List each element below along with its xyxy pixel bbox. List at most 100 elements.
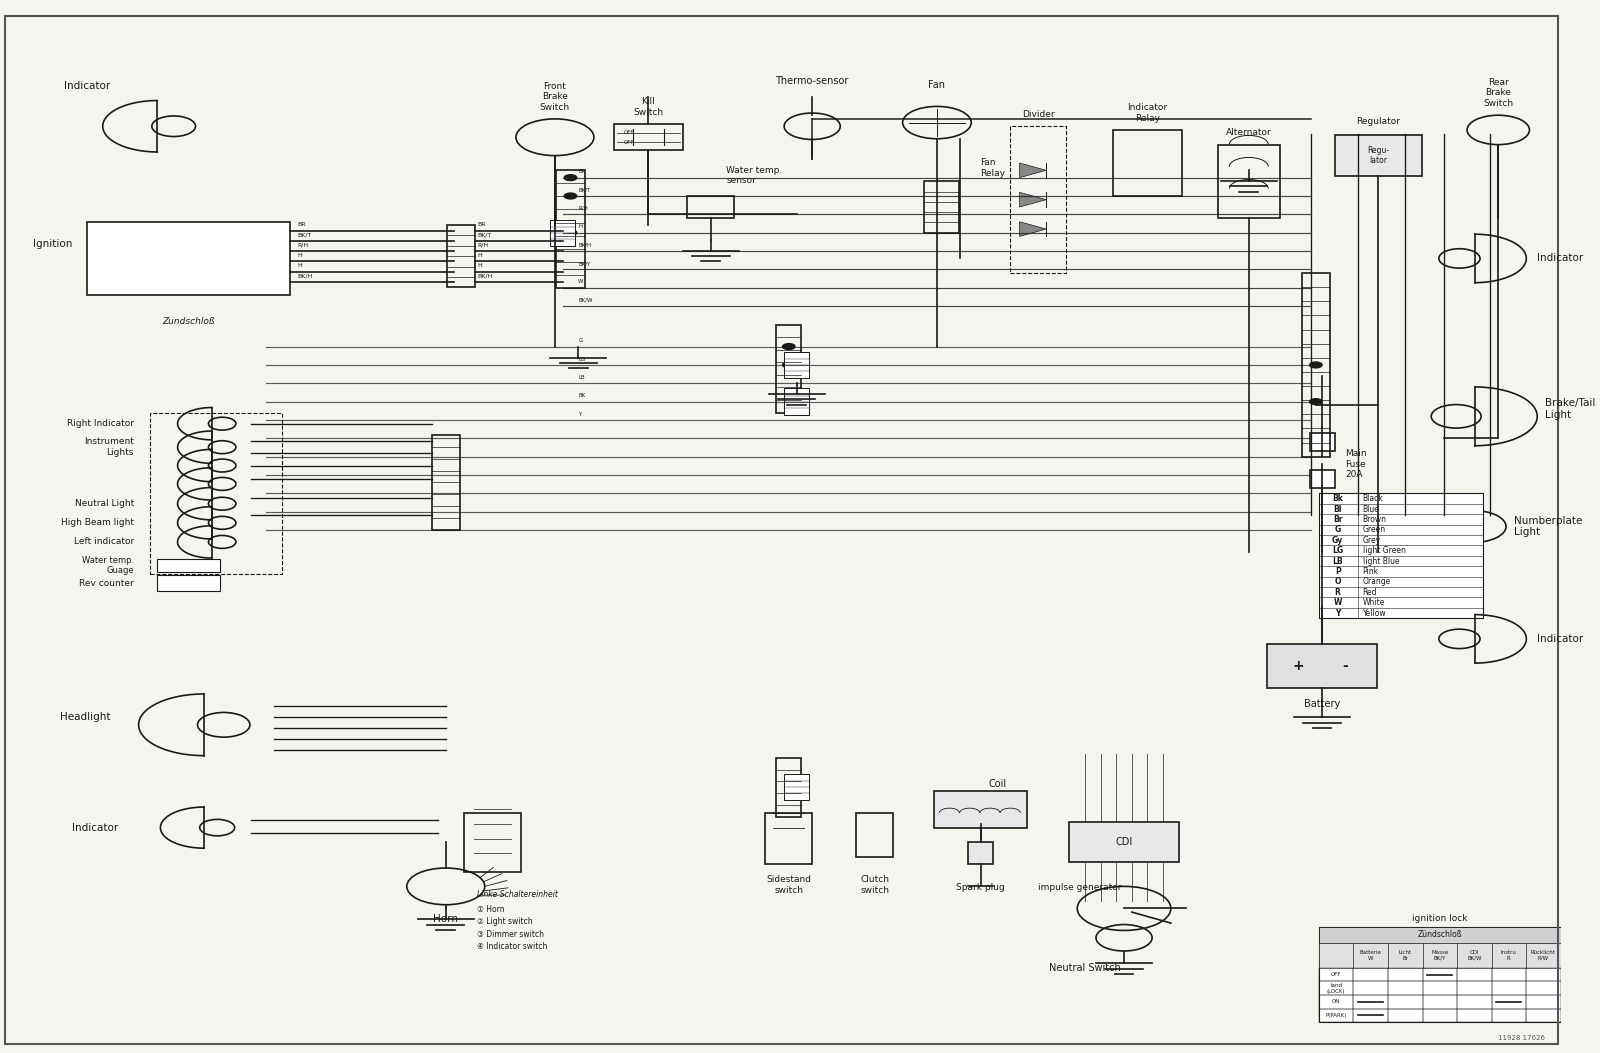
Text: High Beam light: High Beam light bbox=[61, 518, 134, 528]
Text: P(PARK): P(PARK) bbox=[1325, 1013, 1347, 1018]
Bar bbox=[550, 219, 574, 246]
Bar bbox=[1354, 968, 1389, 981]
Text: H: H bbox=[477, 253, 482, 258]
Text: Divider: Divider bbox=[1022, 110, 1054, 119]
Text: Horn: Horn bbox=[434, 914, 458, 925]
Bar bbox=[1458, 1009, 1491, 1022]
Bar bbox=[1267, 644, 1376, 688]
Bar bbox=[464, 813, 520, 872]
Text: LG: LG bbox=[1333, 547, 1344, 555]
Text: Masse
BK/Y: Masse BK/Y bbox=[1430, 950, 1448, 960]
Polygon shape bbox=[1019, 193, 1046, 207]
Bar bbox=[1526, 981, 1560, 995]
Bar bbox=[1309, 433, 1334, 451]
Text: CDI: CDI bbox=[1115, 837, 1133, 848]
Bar bbox=[1458, 981, 1491, 995]
Text: ② Light switch: ② Light switch bbox=[477, 917, 533, 927]
Bar bbox=[1389, 981, 1422, 995]
Bar bbox=[1491, 995, 1526, 1009]
Bar bbox=[1318, 995, 1354, 1009]
Bar bbox=[776, 758, 802, 816]
Text: light Blue: light Blue bbox=[1363, 557, 1400, 565]
Bar bbox=[157, 559, 219, 572]
Text: Water temp.
sensor: Water temp. sensor bbox=[726, 165, 782, 185]
Text: BR: BR bbox=[578, 170, 586, 174]
Text: BK/H: BK/H bbox=[298, 274, 314, 279]
Bar bbox=[1354, 995, 1389, 1009]
Text: BK/T: BK/T bbox=[298, 233, 312, 237]
Text: Neutral Switch: Neutral Switch bbox=[1050, 963, 1122, 973]
Circle shape bbox=[782, 362, 795, 367]
Text: P: P bbox=[1334, 567, 1341, 576]
Bar bbox=[1354, 1009, 1389, 1022]
Bar bbox=[784, 389, 810, 415]
Polygon shape bbox=[1019, 163, 1046, 178]
Text: BK/H: BK/H bbox=[578, 242, 592, 247]
Text: Bl: Bl bbox=[1333, 504, 1342, 514]
Text: R/H: R/H bbox=[298, 242, 309, 247]
Bar bbox=[1458, 968, 1491, 981]
Text: Rücklicht
R/W: Rücklicht R/W bbox=[1531, 950, 1555, 960]
Text: land
(LOCK): land (LOCK) bbox=[1326, 982, 1346, 994]
Text: Indicator: Indicator bbox=[72, 822, 118, 833]
Text: W: W bbox=[578, 279, 584, 284]
Circle shape bbox=[1309, 362, 1322, 367]
Text: -: - bbox=[1342, 659, 1349, 673]
Bar bbox=[1010, 126, 1066, 273]
Text: G: G bbox=[1334, 525, 1341, 534]
Text: Sidestand
switch: Sidestand switch bbox=[766, 875, 811, 895]
Text: BK/W: BK/W bbox=[578, 298, 594, 303]
Text: H: H bbox=[578, 224, 582, 230]
Text: Instrument
Lights: Instrument Lights bbox=[85, 437, 134, 457]
Bar bbox=[1458, 942, 1491, 968]
Text: Numberplate
Light: Numberplate Light bbox=[1514, 516, 1582, 537]
Text: OFF: OFF bbox=[624, 140, 634, 145]
Bar bbox=[1389, 942, 1422, 968]
Text: Regulator: Regulator bbox=[1357, 117, 1400, 126]
Bar bbox=[448, 225, 475, 287]
Bar bbox=[1389, 968, 1422, 981]
Text: Thermo-sensor: Thermo-sensor bbox=[776, 76, 850, 86]
Text: Linke Schaltereinheit: Linke Schaltereinheit bbox=[477, 890, 558, 899]
Bar bbox=[1491, 968, 1526, 981]
Text: Alternator: Alternator bbox=[1226, 128, 1272, 137]
Text: LB: LB bbox=[1333, 557, 1342, 565]
Text: Green: Green bbox=[1363, 525, 1386, 534]
Bar bbox=[1491, 1009, 1526, 1022]
Bar bbox=[1354, 981, 1389, 995]
Bar bbox=[1354, 942, 1389, 968]
Bar bbox=[1491, 942, 1526, 968]
Bar bbox=[765, 813, 813, 865]
Bar bbox=[149, 413, 282, 574]
Bar bbox=[1526, 1009, 1560, 1022]
Text: Yellow: Yellow bbox=[1363, 609, 1386, 618]
Text: Indicator: Indicator bbox=[64, 81, 110, 91]
Text: Y: Y bbox=[1334, 609, 1341, 618]
Bar bbox=[1422, 1009, 1458, 1022]
Circle shape bbox=[565, 175, 576, 180]
Text: H: H bbox=[477, 263, 482, 269]
Text: light Green: light Green bbox=[1363, 547, 1405, 555]
Text: White: White bbox=[1363, 598, 1386, 608]
Text: R/H: R/H bbox=[578, 206, 589, 211]
Text: Indicator: Indicator bbox=[1538, 634, 1584, 643]
Bar bbox=[1422, 968, 1458, 981]
Bar bbox=[1114, 130, 1182, 196]
Text: Rear
Brake
Switch: Rear Brake Switch bbox=[1483, 78, 1514, 107]
Text: H: H bbox=[298, 263, 302, 269]
Text: O: O bbox=[1334, 577, 1341, 587]
Text: BR: BR bbox=[477, 222, 485, 227]
Text: OFF: OFF bbox=[624, 131, 634, 136]
Text: ① Horn: ① Horn bbox=[477, 905, 504, 914]
Bar bbox=[968, 842, 994, 865]
Bar bbox=[157, 575, 219, 591]
Text: Y: Y bbox=[578, 412, 581, 417]
Text: 11928 17626: 11928 17626 bbox=[1498, 1035, 1546, 1040]
Bar bbox=[614, 124, 683, 151]
Text: LG: LG bbox=[578, 357, 586, 361]
Text: Indicator
Relay: Indicator Relay bbox=[1128, 103, 1168, 122]
Text: Ignition: Ignition bbox=[32, 239, 72, 249]
Text: Instru
R: Instru R bbox=[1501, 950, 1517, 960]
Text: BK/T: BK/T bbox=[578, 187, 590, 193]
Text: Coil: Coil bbox=[989, 779, 1006, 790]
